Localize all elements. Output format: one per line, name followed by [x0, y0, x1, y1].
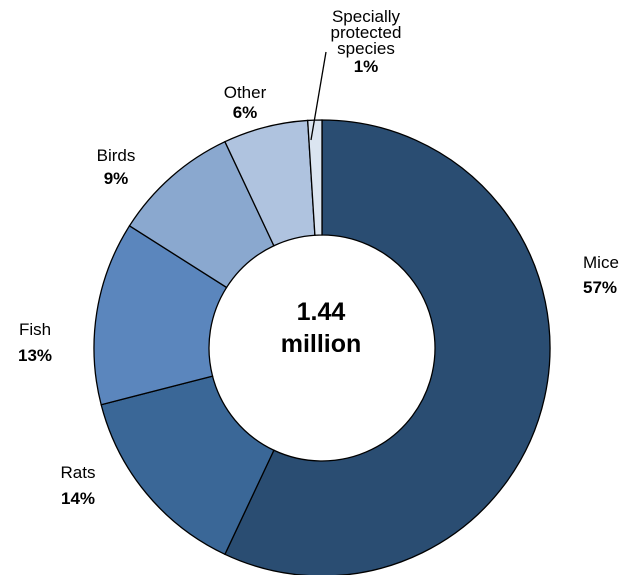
slice-label-rats: Rats: [61, 463, 96, 482]
slice-value-birds: 9%: [104, 169, 129, 188]
slice-label-mice: Mice: [583, 253, 619, 272]
slice-value-fish: 13%: [18, 346, 52, 365]
slice-label-specially-line2: protected: [331, 23, 402, 42]
center-total-value: 1.44: [297, 298, 346, 326]
slice-value-other: 6%: [233, 103, 258, 122]
slice-value-mice: 57%: [583, 278, 617, 297]
slices-group: [93, 119, 551, 575]
center-total-unit: million: [281, 330, 362, 358]
slice-label-birds: Birds: [97, 146, 136, 165]
slice-label-specially-line1: Specially: [332, 7, 401, 26]
slice-specially-protected-species: [306, 119, 323, 236]
slice-label-specially-line3: species: [337, 39, 395, 58]
slice-value-specially: 1%: [354, 57, 379, 76]
slice-mice: [224, 119, 551, 575]
slice-label-fish: Fish: [19, 320, 51, 339]
leader-line-specially-protected: [310, 51, 327, 141]
slice-label-other: Other: [224, 83, 267, 102]
slice-value-rats: 14%: [61, 489, 95, 508]
